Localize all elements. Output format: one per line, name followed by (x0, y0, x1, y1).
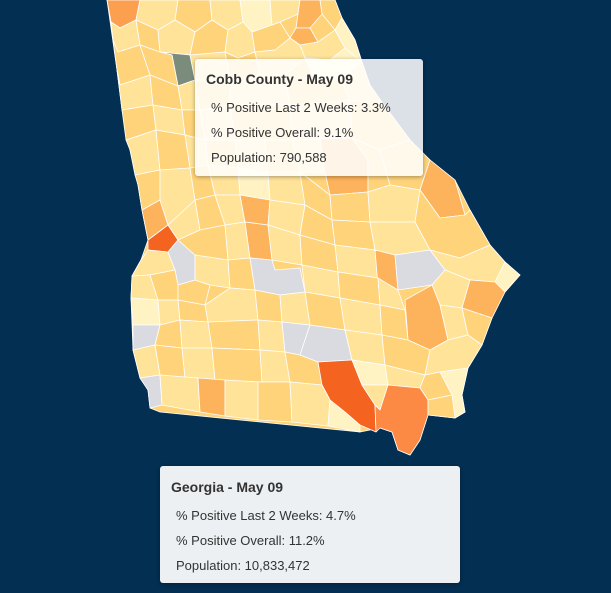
county-dooly[interactable] (254, 289, 283, 323)
county-dougherty[interactable] (179, 319, 213, 349)
county-thomas[interactable] (224, 379, 259, 421)
county-wheeler[interactable] (379, 304, 409, 341)
county-tooltip-title: Cobb County - May 09 (206, 71, 354, 87)
county-bartow-2[interactable] (139, 44, 179, 87)
county-lowndes[interactable] (289, 381, 331, 427)
county-grady[interactable] (197, 377, 226, 417)
county-putnam[interactable] (267, 171, 306, 206)
county-dodge[interactable] (304, 291, 346, 331)
county-mitchell[interactable] (181, 347, 216, 381)
county-mcduffie[interactable] (367, 184, 421, 223)
state-positive-2wk: % Positive Last 2 Weeks: 4.7% (176, 508, 356, 523)
county-positive-overall: % Positive Overall: 9.1% (211, 125, 354, 140)
county-worth[interactable] (207, 319, 261, 351)
county-seminole[interactable] (139, 374, 163, 409)
county-tooltip: Cobb County - May 09 % Positive Last 2 W… (195, 59, 423, 176)
county-lanier[interactable] (327, 399, 361, 433)
county-jones[interactable] (239, 194, 271, 226)
county-marion[interactable] (177, 279, 211, 306)
county-telfair[interactable] (299, 324, 353, 363)
county-charlton[interactable] (427, 394, 456, 419)
county-turner[interactable] (257, 319, 286, 353)
county-union[interactable] (269, 0, 301, 26)
county-colquitt[interactable] (211, 347, 263, 383)
county-bryan[interactable] (461, 279, 506, 319)
county-baker[interactable] (154, 344, 186, 379)
state-positive-overall: % Positive Overall: 11.2% (176, 533, 325, 548)
county-schley[interactable] (194, 254, 231, 289)
county-warren[interactable] (329, 191, 371, 223)
state-population: Population: 10,833,472 (176, 558, 310, 573)
state-summary-title: Georgia - May 09 (171, 479, 284, 495)
county-population: Population: 790,588 (211, 150, 327, 165)
county-stephens[interactable] (334, 17, 363, 63)
county-positive-2wk: % Positive Last 2 Weeks: 3.3% (211, 100, 391, 115)
county-brooks[interactable] (257, 381, 293, 423)
county-randolph[interactable] (130, 297, 161, 326)
state-summary-box: Georgia - May 09 % Positive Last 2 Weeks… (160, 466, 460, 583)
